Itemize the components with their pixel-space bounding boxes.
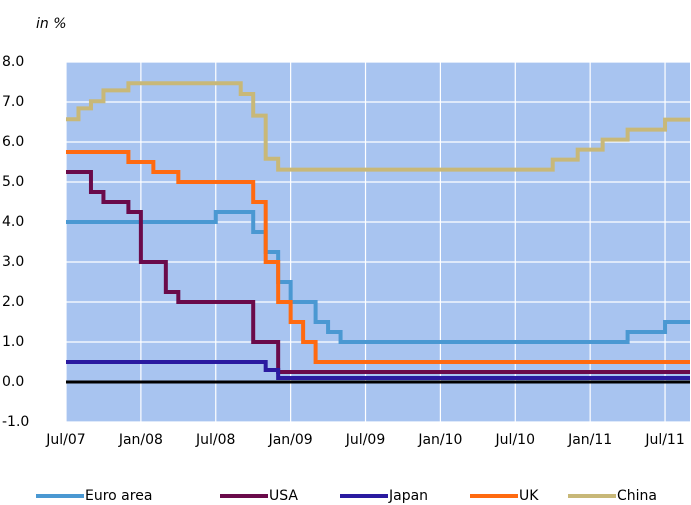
y-tick-label: 8.0	[2, 54, 24, 70]
x-tick-label: Jul/11	[644, 432, 684, 448]
y-tick-label: -1.0	[2, 414, 29, 430]
series-line	[66, 360, 690, 380]
y-tick-label: 2.0	[2, 294, 24, 310]
y-tick-label: 3.0	[2, 254, 24, 270]
chart-subtitle: in %	[36, 16, 67, 32]
x-tick-label: Jul/10	[495, 432, 535, 448]
x-tick-label: Jul/08	[195, 432, 235, 448]
y-tick-label: 6.0	[2, 134, 24, 150]
series-line	[66, 170, 690, 374]
legend-label: Japan	[388, 488, 428, 504]
y-tick-label: 7.0	[2, 94, 24, 110]
legend-label: USA	[269, 488, 298, 504]
y-tick-label: 0.0	[2, 374, 24, 390]
series-line	[66, 150, 690, 364]
series-line	[66, 81, 690, 172]
x-tick-label: Jan/09	[268, 432, 313, 448]
x-tick-label: Jan/10	[417, 432, 462, 448]
y-tick-label: 4.0	[2, 214, 24, 230]
plot-area	[66, 62, 690, 422]
y-tick-label: 5.0	[2, 174, 24, 190]
x-tick-label: Jan/08	[118, 432, 163, 448]
legend-label: Euro area	[85, 488, 152, 504]
x-tick-label: Jul/09	[345, 432, 385, 448]
legend-label: China	[617, 488, 657, 504]
x-tick-label: Jul/07	[45, 432, 85, 448]
y-tick-label: 1.0	[2, 334, 24, 350]
legend-label: UK	[519, 488, 539, 504]
x-tick-label: Jan/11	[567, 432, 612, 448]
series-line	[66, 210, 690, 344]
